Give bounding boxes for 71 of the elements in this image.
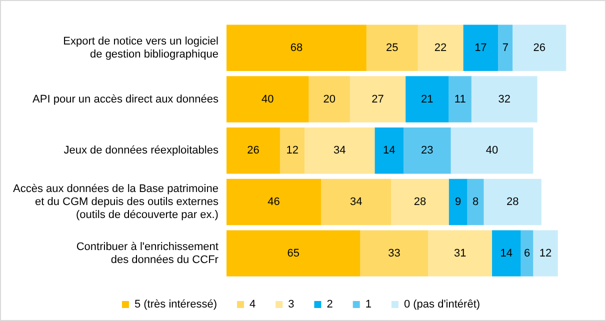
data-label: 11 <box>454 93 466 106</box>
data-label: 28 <box>506 196 519 208</box>
bar <box>403 127 451 174</box>
data-label: 33 <box>388 247 400 260</box>
legend-label: 2 <box>326 298 333 311</box>
bar <box>226 76 309 122</box>
bar <box>448 76 472 122</box>
bar <box>533 230 558 276</box>
data-label: 68 <box>290 42 303 54</box>
y-tick-label: Contribuer à l'enrichissement des données du CCFr <box>76 240 219 266</box>
data-label: 6 <box>524 247 530 260</box>
data-label: 40 <box>262 93 274 106</box>
bar <box>304 127 375 174</box>
data-label: 32 <box>498 93 510 106</box>
bar <box>226 178 322 226</box>
bar <box>226 127 280 174</box>
bar <box>321 178 392 226</box>
data-label: 28 <box>414 196 426 208</box>
data-label: 26 <box>247 144 260 157</box>
data-label: 21 <box>421 93 434 106</box>
legend-label: 1 <box>365 298 372 311</box>
data-label: 9 <box>454 196 462 208</box>
data-label: 31 <box>454 247 466 260</box>
data-label: 34 <box>350 196 362 208</box>
bar <box>226 24 366 71</box>
bar <box>280 127 305 174</box>
legend-label: 3 <box>288 298 294 311</box>
bar <box>418 24 464 71</box>
data-label: 40 <box>486 144 498 157</box>
bar <box>366 24 418 71</box>
data-label: 8 <box>472 196 479 208</box>
data-label: 65 <box>287 247 300 260</box>
y-tick-label: API pour un accès direct aux données <box>32 93 219 106</box>
bar <box>350 76 406 122</box>
data-label: 25 <box>386 42 398 54</box>
data-label: 14 <box>382 144 396 157</box>
bar <box>467 178 484 226</box>
bar <box>374 127 404 174</box>
data-label: 23 <box>421 144 434 157</box>
bar <box>448 178 468 226</box>
bar <box>428 230 492 276</box>
bar <box>463 24 498 71</box>
bar <box>484 178 542 226</box>
bar <box>406 76 449 122</box>
bar <box>360 230 428 276</box>
bar <box>512 24 566 71</box>
data-label: 14 <box>500 247 513 260</box>
y-tick-label: Export de notice vers un logiciel de gestion bibliographique <box>63 35 218 61</box>
data-label: 12 <box>286 144 298 157</box>
data-label: 27 <box>372 93 384 106</box>
data-label: 20 <box>323 93 336 106</box>
legend-label: 4 <box>249 298 256 311</box>
data-label: 22 <box>434 42 447 54</box>
bar <box>308 76 350 122</box>
legend-label: 0 (pas d'intérêt) <box>404 298 480 311</box>
data-label: 26 <box>533 42 546 54</box>
data-label: 7 <box>502 42 508 54</box>
bar <box>520 230 534 276</box>
data-label: 12 <box>539 247 552 260</box>
y-tick-label: Accès aux données de la Base patrimoine et du CGM depuis des outils externes (outils de découverte par ex.) <box>12 182 219 222</box>
bar <box>492 230 521 276</box>
data-label: 34 <box>334 144 346 157</box>
bar <box>226 230 360 276</box>
legend-label: 5 (très intéressé) <box>134 298 217 311</box>
bar <box>450 127 534 174</box>
bar <box>471 76 538 122</box>
data-label: 17 <box>474 42 487 54</box>
bar <box>498 24 513 71</box>
bar <box>391 178 449 226</box>
data-label: 46 <box>268 196 280 208</box>
y-tick-label: Jeux de données réexploitables <box>64 144 219 157</box>
